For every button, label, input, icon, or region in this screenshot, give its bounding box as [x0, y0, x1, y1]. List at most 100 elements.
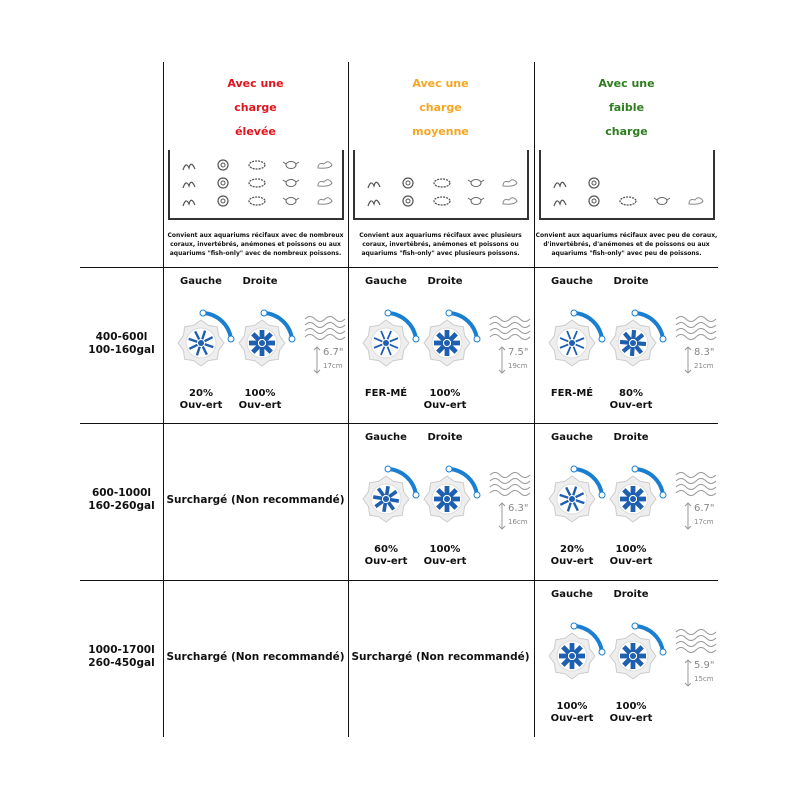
tank-size-line: 100-160gal [88, 344, 155, 356]
valve-knob-icon [548, 309, 606, 367]
depth-cm: 17cm [323, 362, 343, 370]
setting-cell: Surchargé (Non recommandé) [163, 580, 348, 736]
grid-hline [80, 423, 718, 424]
value-line: 80% [619, 388, 643, 399]
right-label: Droite [613, 589, 649, 600]
tank-size-label: 400-600l 100-160gal [80, 331, 163, 357]
valve-knob-icon [423, 309, 481, 367]
tank-size-line: 1000-1700l [88, 644, 155, 656]
setting-cell: Surchargé (Non recommandé) [163, 423, 348, 579]
column-title-line: Avec une [412, 77, 469, 90]
overload-text: Surchargé (Non recommandé) [166, 494, 345, 506]
left-value: 60% Ouv-ert [356, 544, 416, 568]
value-line: 100% [429, 388, 461, 399]
left-label: Gauche [180, 276, 222, 287]
aquarium-tank-icon [168, 150, 344, 220]
value-line: Ouv-ert [423, 400, 467, 411]
tank-size-line: 160-260gal [88, 500, 155, 512]
setting-cell: Gauche Droite 6.7" 17cm 20% Ouv-ert 100% Ouv-er… [534, 423, 719, 579]
depth-cm: 15cm [694, 675, 714, 683]
overload-text: Surchargé (Non recommandé) [166, 651, 345, 663]
value-line: Ouv-ert [609, 556, 653, 567]
depth-inches: 5.9" [694, 660, 715, 671]
setting-cell: Gauche Droite 8.3" 21cm FER-MÉ 80% Ouv-ert [534, 267, 719, 423]
aquarium-tank-icon [353, 150, 529, 220]
tank-size-line: 400-600l [95, 331, 148, 343]
value-line: Ouv-ert [609, 400, 653, 411]
value-line: FER-MÉ [364, 388, 408, 399]
value-line: Ouv-ert [423, 556, 467, 567]
left-value: FER-MÉ [356, 388, 416, 400]
left-value: 100% Ouv-ert [542, 701, 602, 725]
column-title-line: moyenne [412, 125, 469, 138]
value-line: 20% [560, 544, 584, 555]
column-title: Avec une charge élevée [163, 72, 348, 144]
grid-hline [80, 580, 718, 581]
right-value: 100% Ouv-ert [415, 388, 475, 412]
water-depth-icon [675, 316, 717, 374]
value-line: Ouv-ert [238, 400, 282, 411]
right-label: Droite [613, 276, 649, 287]
setting-cell: Surchargé (Non recommandé) [348, 580, 533, 736]
grid-vline [534, 62, 535, 737]
water-depth-icon [675, 629, 717, 687]
right-label: Droite [613, 432, 649, 443]
tank-size-line: 600-1000l [91, 487, 152, 499]
value-line: 60% [374, 544, 398, 555]
column-title-line: Avec une [598, 77, 655, 90]
value-line: Ouv-ert [609, 713, 653, 724]
setting-cell: Gauche Droite 7.5" 19cm FER-MÉ 100% Ouv-ert [348, 267, 533, 423]
column-title: Avec une charge moyenne [348, 72, 533, 144]
tank-size-label: 1000-1700l 260-450gal [80, 644, 163, 670]
valve-knob-icon [609, 622, 667, 680]
value-line: 100% [429, 544, 461, 555]
value-line: 100% [615, 701, 647, 712]
water-depth-icon [675, 472, 717, 530]
left-label: Gauche [551, 432, 593, 443]
valve-knob-icon [548, 465, 606, 523]
right-label: Droite [427, 432, 463, 443]
valve-knob-icon [423, 465, 481, 523]
column-description: Convient aux aquariums récifaux avec peu… [535, 232, 718, 257]
left-label: Gauche [551, 589, 593, 600]
value-line: Ouv-ert [550, 556, 594, 567]
valve-knob-icon [362, 309, 420, 367]
depth-cm: 19cm [508, 362, 528, 370]
depth-cm: 21cm [694, 362, 714, 370]
creatures-icon [367, 177, 518, 207]
setting-cell: Gauche Droite 6.7" 17cm 20% Ouv-ert 100% Ouv-er… [163, 267, 348, 423]
valve-knob-icon [548, 622, 606, 680]
right-value: 100% Ouv-ert [230, 388, 290, 412]
depth-inches: 8.3" [694, 347, 715, 358]
valve-knob-icon [177, 309, 235, 367]
value-line: 100% [615, 544, 647, 555]
depth-cm: 17cm [694, 518, 714, 526]
grid-vline [163, 62, 164, 737]
left-value: 20% Ouv-ert [171, 388, 231, 412]
column-title-line: charge [419, 101, 462, 114]
right-value: 100% Ouv-ert [601, 544, 661, 568]
setting-cell: Gauche Droite 5.9" 15cm 100% Ouv-ert 100% Ouv-e… [534, 580, 719, 736]
value-line: 20% [189, 388, 213, 399]
water-depth-icon [489, 472, 531, 530]
value-line: 100% [244, 388, 276, 399]
value-line: 100% [556, 701, 588, 712]
water-depth-icon [489, 316, 531, 374]
column-title-line: charge [605, 125, 648, 138]
depth-inches: 6.7" [323, 347, 344, 358]
right-value: 100% Ouv-ert [415, 544, 475, 568]
overload-text: Surchargé (Non recommandé) [351, 651, 530, 663]
left-label: Gauche [551, 276, 593, 287]
setting-cell: Gauche Droite 6.3" 16cm 60% Ouv-ert 100% Ouv-er… [348, 423, 533, 579]
depth-inches: 6.3" [508, 503, 529, 514]
column-description: Convient aux aquariums récifaux avec de … [167, 232, 344, 257]
right-value: 80% Ouv-ert [601, 388, 661, 412]
valve-knob-icon [609, 465, 667, 523]
left-value: 20% Ouv-ert [542, 544, 602, 568]
left-label: Gauche [365, 432, 407, 443]
aquarium-tank-icon [539, 150, 715, 220]
depth-cm: 16cm [508, 518, 528, 526]
column-description: Convient aux aquariums récifaux avec plu… [359, 232, 522, 257]
tank-size-label: 600-1000l 160-260gal [80, 487, 163, 513]
